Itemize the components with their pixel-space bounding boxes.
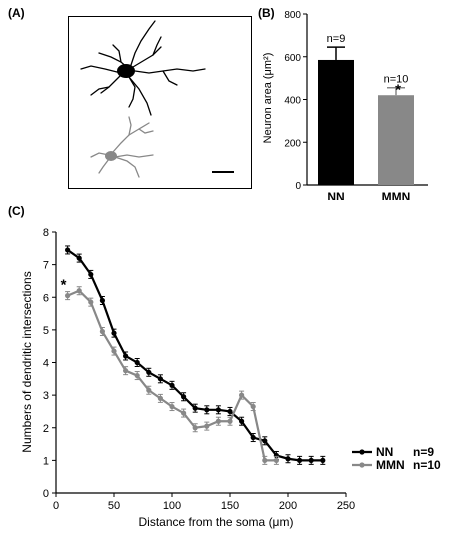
y-tick-label: 3 xyxy=(43,390,49,402)
data-point xyxy=(134,372,140,379)
data-point xyxy=(227,418,233,424)
x-tick-label: 200 xyxy=(279,500,297,512)
mmn-soma xyxy=(105,151,117,161)
neuron-area-bar-chart: Neuron area (μm²) 0 200 400 600 800 n=9 NN n=10… xyxy=(262,10,428,200)
neuron-tracings xyxy=(80,20,234,178)
bar xyxy=(318,59,354,185)
legend-series-name: NN xyxy=(376,445,393,459)
data-point xyxy=(76,288,82,294)
data-point xyxy=(297,457,303,463)
x-axis-label: Distance from the soma (μm) xyxy=(139,515,294,529)
neuron-tracing-image xyxy=(68,16,252,189)
series-line xyxy=(67,289,277,462)
data-point xyxy=(285,456,291,462)
y-tick-label: 5 xyxy=(43,325,49,337)
y-tick-label: 200 xyxy=(284,138,301,149)
dendritic-intersections-line-chart: Numbers of dendritic intersections Dista… xyxy=(20,227,441,529)
data-point xyxy=(111,348,117,354)
panel-a-label: (A) xyxy=(8,6,25,20)
data-point xyxy=(65,247,71,253)
data-point xyxy=(169,382,175,388)
y-tick-label: 7 xyxy=(43,260,49,272)
data-point xyxy=(111,330,117,336)
data-point xyxy=(250,434,256,441)
data-point xyxy=(227,408,233,415)
y-axis-label: Numbers of dendritic intersections xyxy=(20,271,34,452)
y-tick-label: 0 xyxy=(43,488,49,500)
y-tick-label: 1 xyxy=(43,455,49,467)
data-point xyxy=(157,395,163,401)
data-point xyxy=(320,457,326,463)
legend-series-name: MMN xyxy=(376,458,405,472)
data-point xyxy=(76,255,82,261)
nn-soma xyxy=(117,64,135,78)
data-point xyxy=(123,368,129,374)
panel-b-label: (B) xyxy=(258,6,275,20)
y-tick-label: 2 xyxy=(43,423,49,435)
data-point xyxy=(134,359,140,366)
data-point xyxy=(99,297,105,304)
data-point xyxy=(308,457,314,463)
data-point xyxy=(250,403,256,410)
data-point xyxy=(215,418,221,424)
data-point xyxy=(88,271,94,278)
data-point xyxy=(146,369,152,375)
data-point xyxy=(169,403,175,410)
data-point xyxy=(192,405,198,411)
data-point xyxy=(99,328,105,335)
category-label: NN xyxy=(327,190,344,200)
sample-size-label: n=9 xyxy=(327,33,346,45)
data-point xyxy=(204,407,210,413)
x-tick-label: 150 xyxy=(221,500,239,512)
x-tick-label: 250 xyxy=(337,500,355,512)
y-tick-label: 600 xyxy=(284,53,301,64)
data-point xyxy=(88,299,94,305)
significance-marker: * xyxy=(395,82,401,99)
y-tick-label: 800 xyxy=(284,10,301,21)
y-tick-label: 400 xyxy=(284,96,301,107)
x-tick-label: 100 xyxy=(163,500,181,512)
data-point xyxy=(204,423,210,429)
data-point xyxy=(239,392,245,398)
y-tick-label: 0 xyxy=(295,181,301,192)
y-tick-label: 6 xyxy=(43,292,49,304)
data-point xyxy=(157,376,163,382)
data-point xyxy=(215,407,221,413)
legend-sample-size: n=10 xyxy=(413,458,441,472)
x-tick-label: 50 xyxy=(108,500,120,512)
y-tick-label: 8 xyxy=(43,227,49,239)
data-point xyxy=(262,438,268,444)
legend-marker xyxy=(359,449,365,455)
panel-c-label: (C) xyxy=(8,204,25,218)
y-axis-label: Neuron area (μm²) xyxy=(262,53,274,144)
category-label: MMN xyxy=(382,190,411,200)
data-point xyxy=(181,410,187,416)
scale-bar xyxy=(212,171,234,173)
legend-marker xyxy=(359,462,365,468)
y-tick-label: 4 xyxy=(43,358,49,370)
mmn-neuron-tracing xyxy=(90,116,154,178)
data-point xyxy=(273,457,279,463)
nn-neuron-tracing xyxy=(80,20,206,116)
bar xyxy=(378,95,414,185)
data-point xyxy=(262,457,268,463)
sample-size-label: n=10 xyxy=(384,74,409,86)
data-point xyxy=(181,394,187,400)
legend-sample-size: n=9 xyxy=(413,445,434,459)
data-point xyxy=(239,418,245,424)
x-tick-label: 0 xyxy=(53,500,59,512)
data-point xyxy=(65,293,71,299)
data-point xyxy=(146,387,152,393)
significance-marker: * xyxy=(61,277,67,294)
data-point xyxy=(123,353,129,359)
data-point xyxy=(192,425,198,431)
